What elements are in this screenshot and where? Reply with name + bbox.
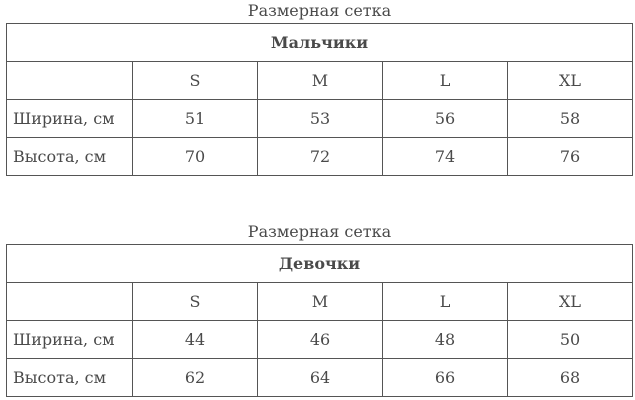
value-cell: 44 (132, 320, 258, 359)
value-cell: 68 (507, 358, 633, 397)
table-caption: Размерная сетка (247, 222, 392, 241)
size-chart-1: Размерная сетка Девочки S M L XL Ширина, см 4… (6, 221, 633, 397)
size-chart-0: Размерная сетка Мальчики S M L XL Ширина, см… (6, 0, 633, 176)
size-header: M (257, 282, 383, 321)
value-cell: 70 (132, 137, 258, 176)
value-cell: 50 (507, 320, 633, 359)
size-table: Мальчики S M L XL Ширина, см 51 53 56 58 Высота, … (6, 23, 633, 176)
value-cell: 56 (382, 99, 508, 138)
empty-cell (6, 61, 133, 100)
value-cell: 51 (132, 99, 258, 138)
value-cell: 66 (382, 358, 508, 397)
size-header: XL (507, 282, 633, 321)
row-label: Ширина, см (6, 99, 133, 138)
table-title: Мальчики (6, 23, 633, 62)
size-header: L (382, 282, 508, 321)
table-row: Высота, см 70 72 74 76 (6, 137, 633, 176)
size-header-row: S M L XL (6, 282, 633, 321)
table-row: Ширина, см 44 46 48 50 (6, 320, 633, 359)
table-row: Высота, см 62 64 66 68 (6, 358, 633, 397)
table-title: Девочки (6, 244, 633, 283)
table-caption: Размерная сетка (247, 1, 392, 20)
empty-cell (6, 282, 133, 321)
title-row: Девочки (6, 244, 633, 283)
size-header: XL (507, 61, 633, 100)
row-label: Ширина, см (6, 320, 133, 359)
value-cell: 46 (257, 320, 383, 359)
value-cell: 74 (382, 137, 508, 176)
size-header: S (132, 61, 258, 100)
row-label: Высота, см (6, 137, 133, 176)
size-header-row: S M L XL (6, 61, 633, 100)
size-header: L (382, 61, 508, 100)
value-cell: 72 (257, 137, 383, 176)
size-table: Девочки S M L XL Ширина, см 44 46 48 50 Высота, с… (6, 244, 633, 397)
table-row: Ширина, см 51 53 56 58 (6, 99, 633, 138)
row-label: Высота, см (6, 358, 133, 397)
size-header: S (132, 282, 258, 321)
size-header: M (257, 61, 383, 100)
value-cell: 48 (382, 320, 508, 359)
title-row: Мальчики (6, 23, 633, 62)
value-cell: 53 (257, 99, 383, 138)
value-cell: 62 (132, 358, 258, 397)
value-cell: 58 (507, 99, 633, 138)
value-cell: 76 (507, 137, 633, 176)
value-cell: 64 (257, 358, 383, 397)
